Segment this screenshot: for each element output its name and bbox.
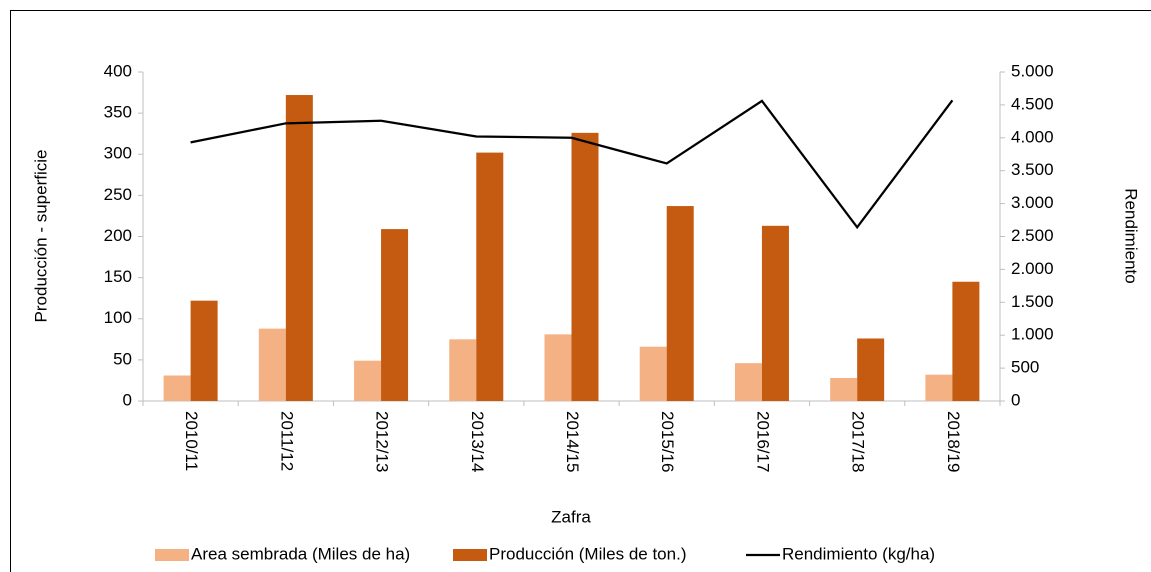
y-tick-label: 250 xyxy=(104,185,132,204)
y-axis-title: Producción - superficie xyxy=(31,150,50,323)
y2-tick-label: 0 xyxy=(1011,390,1020,409)
y-tick-label: 150 xyxy=(104,267,132,286)
x-tick-label: 2010/11 xyxy=(182,411,201,471)
y-tick-label: 50 xyxy=(113,349,132,368)
x-tick-label: 2015/16 xyxy=(658,411,677,472)
x-tick-label: 2017/18 xyxy=(849,411,868,472)
bar xyxy=(830,377,858,401)
y2-tick-label: 2.500 xyxy=(1011,226,1054,245)
y2-tick-label: 4.500 xyxy=(1011,94,1054,113)
y-tick-label: 100 xyxy=(104,308,132,327)
y-tick-label: 300 xyxy=(104,144,132,163)
bar xyxy=(544,334,572,401)
y2-tick-label: 2.000 xyxy=(1011,259,1054,278)
legend-label: Producción (Miles de ton.) xyxy=(489,544,686,563)
y2-tick-label: 500 xyxy=(1011,358,1039,377)
x-tick-label: 2018/19 xyxy=(944,411,963,472)
x-tick-label: 2014/15 xyxy=(563,411,582,472)
bar xyxy=(449,339,477,401)
bar xyxy=(258,328,286,401)
x-tick-label: 2016/17 xyxy=(753,411,772,472)
y2-tick-label: 3.000 xyxy=(1011,193,1054,212)
x-tick-label: 2012/13 xyxy=(373,411,392,472)
y2-tick-label: 1.000 xyxy=(1011,325,1054,344)
bar xyxy=(163,375,191,401)
bar xyxy=(666,206,694,401)
bar xyxy=(285,95,313,401)
legend-swatch xyxy=(155,549,189,561)
y-tick-label: 200 xyxy=(104,226,132,245)
bar xyxy=(925,374,953,401)
x-tick-label: 2013/14 xyxy=(468,411,487,472)
y2-tick-label: 4.000 xyxy=(1011,127,1054,146)
y2-tick-label: 1.500 xyxy=(1011,292,1054,311)
x-axis-title: Zafra xyxy=(551,507,591,526)
bar xyxy=(639,346,667,401)
bar xyxy=(354,360,382,401)
legend-swatch xyxy=(453,549,487,561)
legend-label: Area sembrada (Miles de ha) xyxy=(191,544,410,563)
bar xyxy=(761,225,789,401)
bar xyxy=(190,300,218,401)
y2-tick-label: 5.000 xyxy=(1011,61,1054,80)
bar xyxy=(857,338,885,401)
bar xyxy=(381,229,409,401)
x-tick-label: 2011/12 xyxy=(277,411,296,471)
y2-axis-title: Rendimiento xyxy=(1122,188,1141,283)
y-tick-label: 400 xyxy=(104,61,132,80)
bar xyxy=(476,152,504,401)
legend-label: Rendimiento (kg/ha) xyxy=(782,544,935,563)
y2-tick-label: 3.500 xyxy=(1011,160,1054,179)
line xyxy=(190,99,954,230)
bar xyxy=(571,132,599,402)
y-tick-label: 0 xyxy=(123,390,132,409)
bar xyxy=(952,281,980,401)
bar xyxy=(734,363,762,401)
y-tick-label: 350 xyxy=(104,103,132,122)
